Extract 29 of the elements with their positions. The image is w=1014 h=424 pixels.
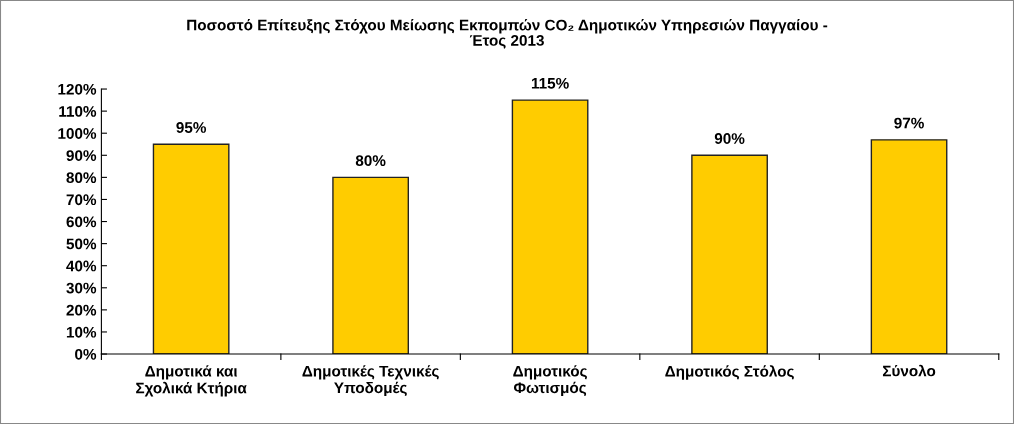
y-tick-label: 70% xyxy=(66,194,97,206)
y-tick-label: 110% xyxy=(59,105,97,117)
x-tick-label: Δημοτικά και Σχολικά Κτήρια xyxy=(136,365,247,397)
x-tick-label: Δημοτικός Στόλος xyxy=(665,365,794,380)
y-tick-label: 40% xyxy=(66,260,97,272)
data-label: 90% xyxy=(714,133,745,144)
data-label: 97% xyxy=(894,117,924,129)
data-label: 95% xyxy=(176,122,207,133)
y-tick-label: 0% xyxy=(75,348,97,360)
x-tick-label: Δημοτικός Φωτισμός xyxy=(513,365,587,397)
y-tick-label: 120% xyxy=(58,83,97,95)
y-tick-label: 30% xyxy=(66,282,97,294)
y-tick-label: 100% xyxy=(58,128,97,139)
y-tick-label: 20% xyxy=(66,304,97,316)
y-tick-label: 90% xyxy=(66,150,97,161)
y-tick-label: 10% xyxy=(66,326,97,338)
y-tick-label: 50% xyxy=(66,238,97,250)
x-tick-label: Σύνολο xyxy=(882,364,936,377)
bar xyxy=(870,139,948,355)
bar xyxy=(152,143,230,355)
data-label: 80% xyxy=(355,155,386,167)
bar xyxy=(691,154,768,355)
y-tick-label: 80% xyxy=(66,172,97,184)
bar xyxy=(511,99,589,355)
chart-title: Ποσοστό Επίτευξης Στόχου Μείωσης Εκπομπών CO₂ Δημοτικών Υπηρεσιών Παγγαίου - Έτος 2013 xyxy=(187,19,828,49)
bar xyxy=(332,176,410,355)
y-tick-label: 60% xyxy=(66,216,97,228)
x-tick-label: Δημοτικές Τεχνικές Υποδομές xyxy=(302,365,439,397)
data-label: 115% xyxy=(531,77,569,89)
